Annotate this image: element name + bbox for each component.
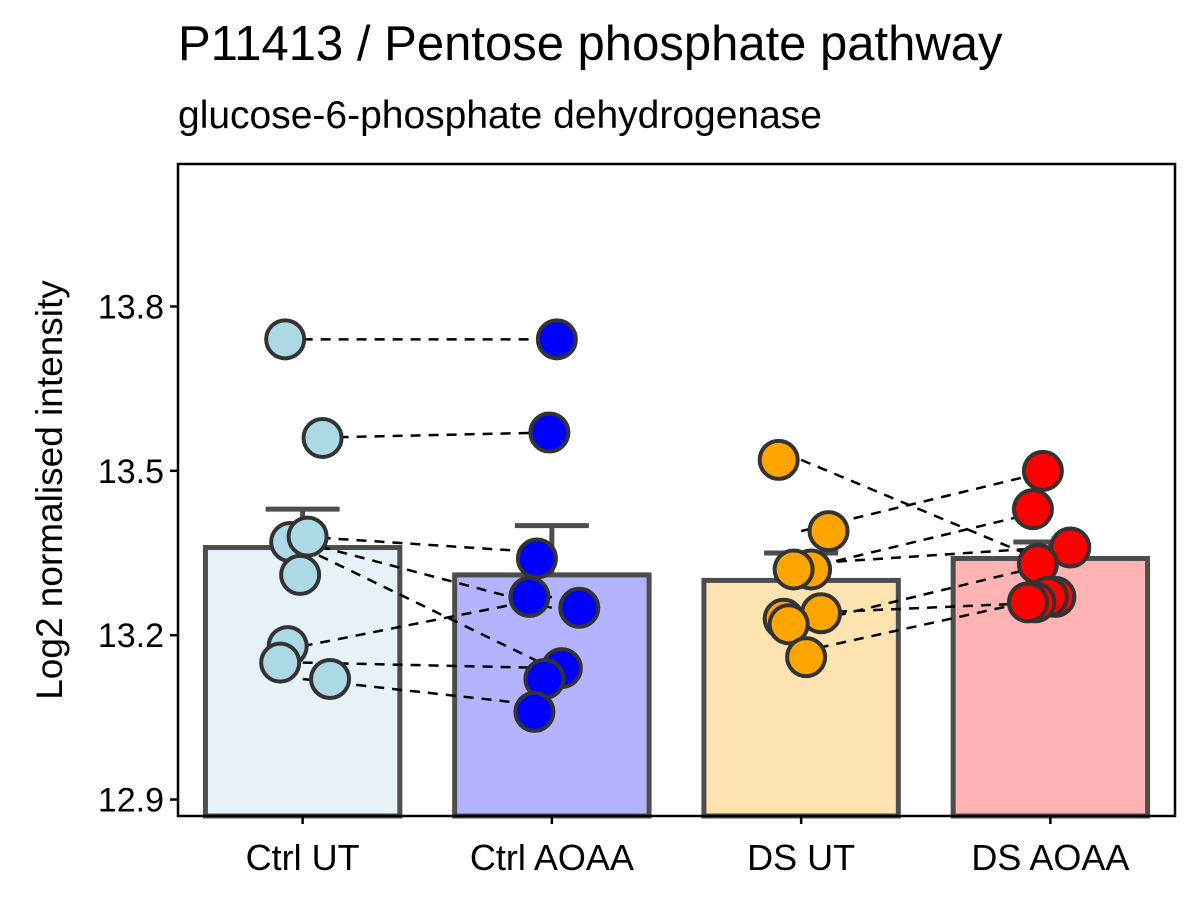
- data-point-ctrl-aoaa: [558, 586, 601, 629]
- x-tick-label: DS UT: [747, 837, 855, 878]
- data-point-ctrl-aoaa: [513, 690, 556, 733]
- data-point-ds-ut: [757, 438, 800, 481]
- y-axis-label: Log2 normalised intensity: [29, 280, 70, 700]
- data-point-ds-ut: [767, 603, 810, 646]
- data-point-ctrl-ut: [301, 416, 344, 459]
- points-layer: [259, 318, 1092, 733]
- y-axis: 12.9 13.2 13.5 13.8: [98, 288, 178, 820]
- y-tick-label: 13.5: [98, 453, 164, 491]
- x-tick-label: Ctrl UT: [246, 837, 360, 878]
- chart-subtitle: glucose-6-phosphate dehydrogenase: [178, 94, 822, 137]
- paired-line: [800, 595, 1051, 653]
- data-point-ctrl-ut: [309, 658, 352, 701]
- y-tick-label: 12.9: [98, 782, 164, 820]
- data-point-ctrl-ut: [279, 553, 322, 596]
- y-tick-label: 13.2: [98, 617, 164, 655]
- data-point-ctrl-aoaa: [508, 575, 551, 618]
- data-point-ctrl-aoaa: [535, 318, 578, 361]
- x-tick-label: DS AOAA: [971, 837, 1129, 878]
- data-point-ctrl-ut: [264, 318, 307, 361]
- paired-lines-layer: [302, 338, 1051, 708]
- paired-line: [302, 540, 553, 610]
- paired-line: [302, 595, 553, 648]
- x-axis: Ctrl UT Ctrl AOAA DS UT DS AOAA: [246, 816, 1129, 878]
- data-point-ds-aoaa: [1006, 581, 1049, 624]
- y-tick-label: 13.8: [98, 288, 164, 326]
- data-point-ctrl-ut: [259, 641, 302, 684]
- paired-line: [302, 431, 552, 440]
- paired-line: [800, 507, 1051, 571]
- data-point-ctrl-ut: [286, 515, 329, 558]
- paired-line: [800, 458, 1051, 566]
- data-point-ds-ut: [772, 548, 815, 591]
- chart-title: P11413 / Pentose phosphate pathway: [178, 17, 1003, 71]
- paired-line: [800, 562, 1051, 626]
- paired-line: [801, 546, 1051, 566]
- data-point-ds-ut: [785, 636, 828, 679]
- data-point-ds-aoaa: [1049, 526, 1092, 569]
- data-point-ds-ut: [807, 510, 850, 553]
- x-tick-label: Ctrl AOAA: [470, 837, 634, 878]
- data-point-ctrl-aoaa: [515, 537, 558, 580]
- data-point-ds-aoaa: [1021, 449, 1064, 492]
- data-point-ds-aoaa: [1011, 488, 1054, 531]
- paired-line: [302, 535, 552, 555]
- data-point-ctrl-aoaa: [528, 411, 571, 454]
- plot-panel-border: [176, 162, 1177, 818]
